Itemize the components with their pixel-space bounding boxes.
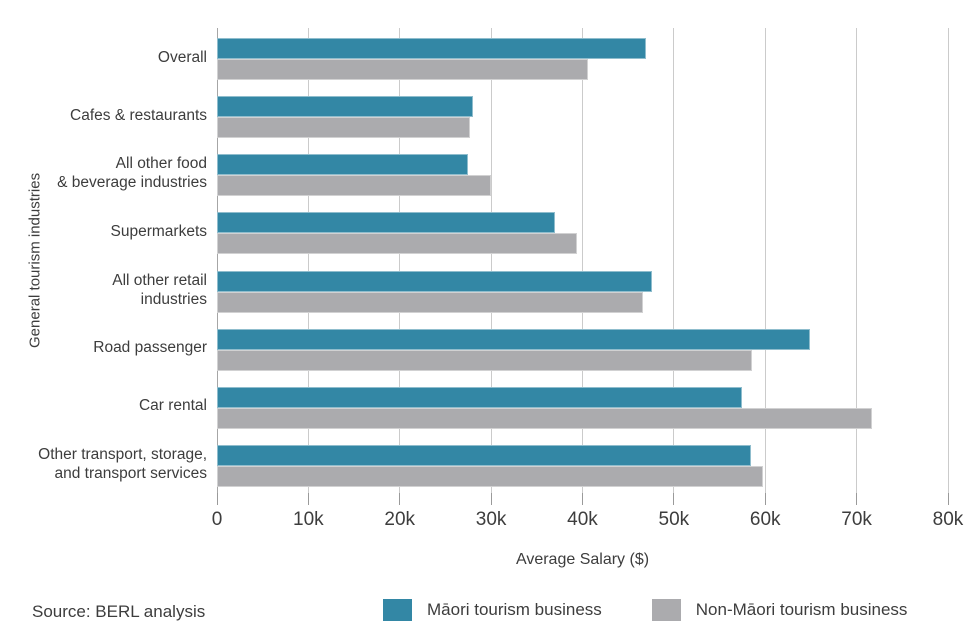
x-tick: [399, 493, 401, 505]
gridline: [764, 28, 766, 493]
x-tick: [582, 493, 583, 505]
category-label: All other retail industries: [112, 271, 207, 308]
category-label: All other food & beverage industries: [57, 155, 207, 192]
bar-non-maori: [217, 349, 753, 371]
bar-non-maori: [217, 291, 643, 313]
x-tick-label: 50k: [658, 509, 690, 530]
x-tick-label: 70k: [841, 509, 872, 530]
legend-swatch-icon: [383, 599, 412, 621]
x-tick-label: 10k: [293, 509, 324, 530]
legend-item: Māori tourism business: [383, 599, 602, 621]
plot-area: 0 10k 20k 30k 40k 50k 60k 70k 80k: [212, 28, 963, 530]
x-tick: [947, 493, 949, 505]
bar-maori: [217, 96, 473, 118]
x-tick-label: 80k: [932, 509, 964, 530]
x-tick-label: 60k: [749, 509, 781, 530]
category-label: Overall: [157, 48, 207, 66]
x-tick-label: 30k: [475, 509, 507, 530]
gridline: [856, 28, 858, 493]
gridline: [947, 28, 949, 493]
bar-maori: [217, 444, 751, 466]
category-label: Other transport, storage, and transport …: [38, 445, 207, 482]
gridline: [490, 28, 492, 493]
bar-maori: [217, 154, 469, 176]
x-tick: [856, 493, 858, 505]
bar-maori: [217, 38, 646, 59]
category-label: Car rental: [138, 397, 207, 415]
legend-swatch-icon: [651, 599, 681, 621]
bar-non-maori: [217, 465, 763, 487]
gridline: [399, 28, 401, 493]
x-tick-label: 20k: [384, 509, 416, 530]
category-label: Cafes & restaurants: [70, 106, 207, 124]
x-tick: [673, 493, 675, 505]
bar-non-maori: [217, 407, 873, 429]
x-tick-label: 0: [211, 509, 223, 530]
bar-non-maori: [217, 233, 578, 255]
legend-label: Non-Māori tourism business: [695, 600, 908, 619]
x-tick: [764, 493, 766, 505]
bar-maori: [217, 386, 743, 408]
legend-item: Non-Māori tourism business: [651, 599, 908, 621]
bar-maori: [217, 212, 556, 234]
source-note: Source: BERL analysis: [32, 602, 206, 621]
x-tick-label: 40k: [567, 509, 598, 530]
category-label: Road passenger: [93, 339, 207, 357]
bar-maori: [217, 328, 811, 350]
category-label: Supermarkets: [110, 222, 207, 240]
x-tick: [490, 493, 492, 505]
x-tick: [216, 493, 218, 505]
bar-maori: [217, 270, 652, 292]
gridline: [673, 28, 675, 493]
bar-non-maori: [217, 59, 588, 80]
bar-non-maori: [217, 117, 471, 139]
category-axis-labels: Overall Cafes & restaurants All other food…: [0, 28, 207, 493]
legend-label: Māori tourism business: [427, 600, 602, 619]
x-axis-title: Average Salary ($): [515, 551, 650, 568]
gridline: [307, 28, 309, 493]
x-tick: [307, 493, 309, 505]
gridline: [582, 28, 583, 493]
gridline: [216, 28, 218, 493]
legend: Māori tourism business Non-Māori tourism …: [383, 599, 907, 621]
bar-non-maori: [217, 175, 492, 197]
